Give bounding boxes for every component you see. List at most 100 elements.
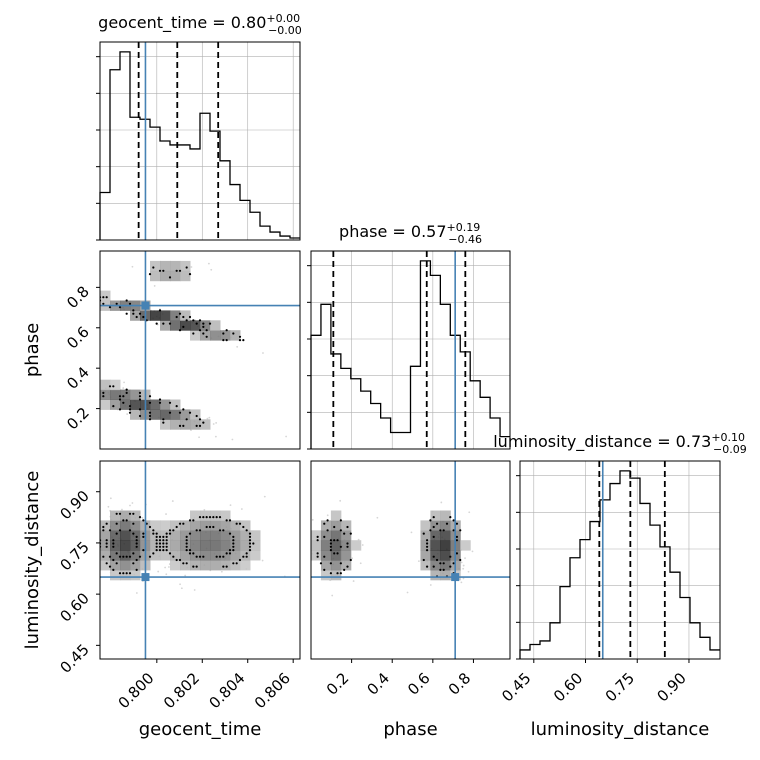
density-cell (210, 560, 221, 571)
density-cell (190, 560, 201, 571)
scatter-point (467, 570, 470, 573)
density-cell (110, 510, 121, 521)
density-cell (100, 560, 111, 571)
density-cell (311, 550, 322, 561)
contour-point (192, 332, 195, 335)
contour-point (452, 529, 455, 532)
contour-point (185, 266, 188, 269)
contour-point (115, 532, 118, 535)
contour-point (135, 542, 138, 545)
contour-point (238, 335, 242, 338)
density-cell (240, 530, 251, 541)
density-cell (420, 550, 431, 561)
scatter-point (167, 566, 170, 568)
contour-point (105, 522, 108, 525)
density-cell (430, 569, 441, 581)
contour-point (195, 555, 198, 558)
density-cell (220, 520, 231, 531)
contour-point (138, 414, 142, 418)
density-cell (110, 389, 121, 400)
contour-point (218, 529, 222, 532)
density-cell (200, 530, 211, 541)
contour-point (452, 519, 455, 522)
density-cell (120, 569, 131, 581)
contour-point (148, 414, 152, 418)
density-cell (180, 409, 191, 420)
contour-point (248, 539, 252, 542)
contour-point (175, 405, 178, 408)
contour-point (339, 529, 342, 532)
contour-point (178, 411, 182, 414)
contour-point (165, 535, 168, 539)
contour-point (162, 418, 165, 421)
scatter-point (351, 557, 354, 560)
density-cell (320, 520, 332, 531)
contour-point (333, 552, 336, 555)
contour-point (158, 535, 162, 539)
contour-point (232, 549, 235, 552)
density-cell (190, 419, 201, 430)
density-cell (160, 419, 171, 430)
contour-point (198, 555, 202, 558)
contour-point (142, 315, 145, 319)
density-cell (330, 520, 342, 531)
density-cell (440, 520, 451, 531)
density-cell (180, 320, 191, 331)
axes-frame (99, 41, 301, 241)
contour-point (452, 562, 455, 565)
density-cell (110, 540, 121, 551)
y-tick-label-phase: 0.8 (63, 282, 93, 312)
density-cell (200, 320, 211, 331)
contour-point (105, 545, 108, 548)
contour-point (128, 302, 132, 305)
contour-point (142, 535, 145, 539)
contour-point (235, 522, 238, 525)
contour-point (343, 568, 346, 572)
contour-point (329, 572, 332, 575)
density-cell (230, 550, 241, 561)
scatter-point (109, 497, 112, 500)
scatter-point (262, 352, 264, 354)
scatter-point (339, 499, 342, 502)
density-cell (210, 320, 221, 331)
contour-point (252, 542, 255, 545)
density-cell (180, 270, 191, 282)
contour-point (112, 545, 115, 548)
contour-point (316, 555, 319, 558)
scatter-point (198, 436, 200, 439)
contour-point (316, 535, 319, 539)
contour-point (175, 269, 178, 272)
scatter-point (263, 495, 266, 498)
contour-point (105, 296, 108, 299)
x-tick-label-phase: 0.2 (323, 669, 353, 699)
contour-point (182, 424, 185, 427)
contour-point (455, 535, 459, 539)
contour-point (202, 555, 205, 558)
truth-marker (141, 301, 150, 310)
contour-point (232, 545, 235, 548)
contour-point (248, 549, 252, 552)
contour-point (188, 552, 192, 555)
scatter-point (165, 573, 168, 576)
x-tick-label-geocent_time: 0.804 (205, 669, 248, 712)
contour-point (316, 539, 319, 542)
density-cell (160, 550, 171, 561)
x-axis-label-luminosity_distance: luminosity_distance (531, 719, 710, 740)
scatter-point (462, 567, 465, 570)
contour-point (422, 532, 425, 535)
contour-point (128, 405, 132, 408)
scatter-point (129, 504, 131, 507)
contour-point (442, 568, 445, 572)
density-cell (160, 409, 171, 420)
x-tick-label-phase: 0.6 (404, 669, 434, 699)
contour-point (225, 552, 228, 555)
contour-point (155, 549, 158, 552)
contour-point (238, 558, 242, 562)
contour-point (232, 562, 235, 565)
contour-point (425, 549, 429, 552)
scatter-point (440, 501, 443, 504)
contour-point (158, 398, 162, 401)
contour-point (195, 565, 198, 568)
contour-point (185, 539, 188, 542)
density-cell (110, 530, 121, 541)
